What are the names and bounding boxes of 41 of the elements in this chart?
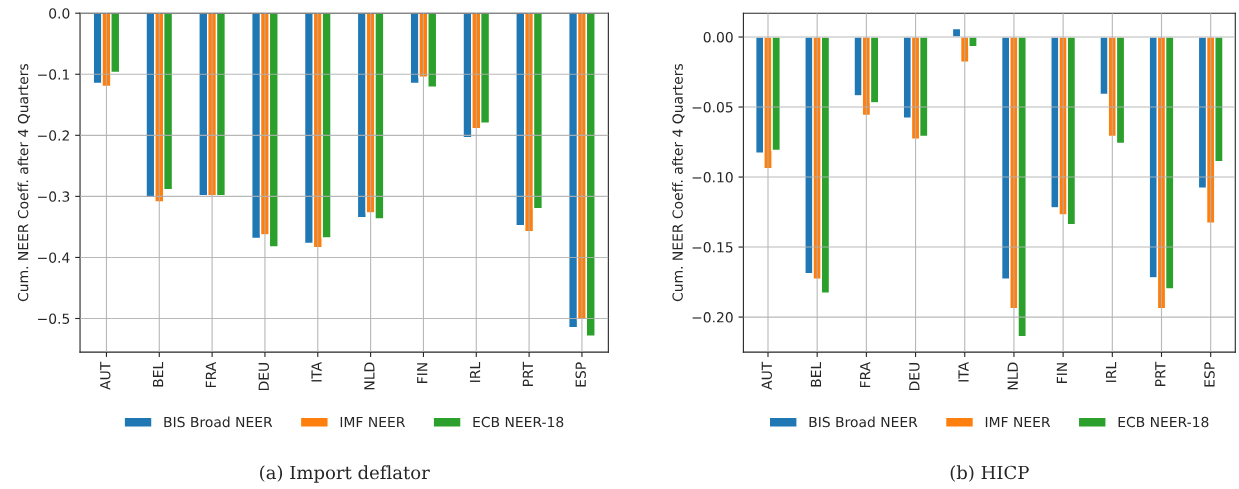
x-tick-label: ITA xyxy=(311,361,322,382)
y-tick-label: 0.00 xyxy=(703,31,733,43)
y-tick-label: −0.3 xyxy=(38,191,70,202)
x-tick-label: FIN xyxy=(1056,363,1067,383)
y-tick-label: −0.10 xyxy=(692,172,733,183)
legend-label: ECB NEER-18 xyxy=(1118,416,1209,428)
legend-label: IMF NEER xyxy=(985,416,1051,428)
x-tick-label: ESP xyxy=(1204,362,1215,387)
y-axis-title: Cum. NEER Coeff. after 4 Quarters xyxy=(17,64,30,302)
x-tick-label: FRA xyxy=(205,361,216,388)
x-tick-label: BEL xyxy=(152,361,164,387)
legend-label: IMF NEER xyxy=(340,416,406,428)
y-tick-label: −0.05 xyxy=(692,101,733,113)
x-tick-label: IRL xyxy=(1106,361,1117,382)
y-tick-label: −0.1 xyxy=(38,69,70,80)
x-tick-label: NLD xyxy=(364,362,375,390)
x-tick-label: BEL xyxy=(810,361,822,387)
x-tick-label: AUT xyxy=(100,361,111,390)
legend-label: BIS Broad NEER xyxy=(809,416,918,428)
y-axis-title: Cum. NEER Coeff. after 4 Quarters xyxy=(672,64,685,302)
legend-label: ECB NEER-18 xyxy=(473,416,564,428)
x-tick-label: ESP xyxy=(575,362,586,387)
text: (a) Import deflator xyxy=(260,465,430,483)
x-tick-label: ITA xyxy=(958,361,969,382)
x-tick-label: NLD xyxy=(1007,362,1018,390)
x-tick-label: FIN xyxy=(417,363,428,383)
text: (b) HICP xyxy=(950,465,1029,482)
x-tick-label: PRT xyxy=(1155,361,1166,386)
x-tick-label: AUT xyxy=(761,361,773,390)
x-tick-label: DEU xyxy=(258,363,269,391)
y-tick-label: −0.2 xyxy=(38,130,69,141)
x-tick-label: DEU xyxy=(909,363,920,391)
y-tick-label: −0.5 xyxy=(38,313,70,324)
x-tick-label: PRT xyxy=(522,361,533,386)
x-tick-label: FRA xyxy=(860,361,871,388)
x-tick-label: IRL xyxy=(469,361,481,382)
legend-label: BIS Broad NEER xyxy=(164,416,273,428)
y-tick-label: −0.15 xyxy=(692,242,733,253)
y-tick-label: −0.4 xyxy=(38,252,70,263)
y-tick-label: 0.0 xyxy=(49,8,70,19)
y-tick-label: −0.20 xyxy=(692,312,733,323)
